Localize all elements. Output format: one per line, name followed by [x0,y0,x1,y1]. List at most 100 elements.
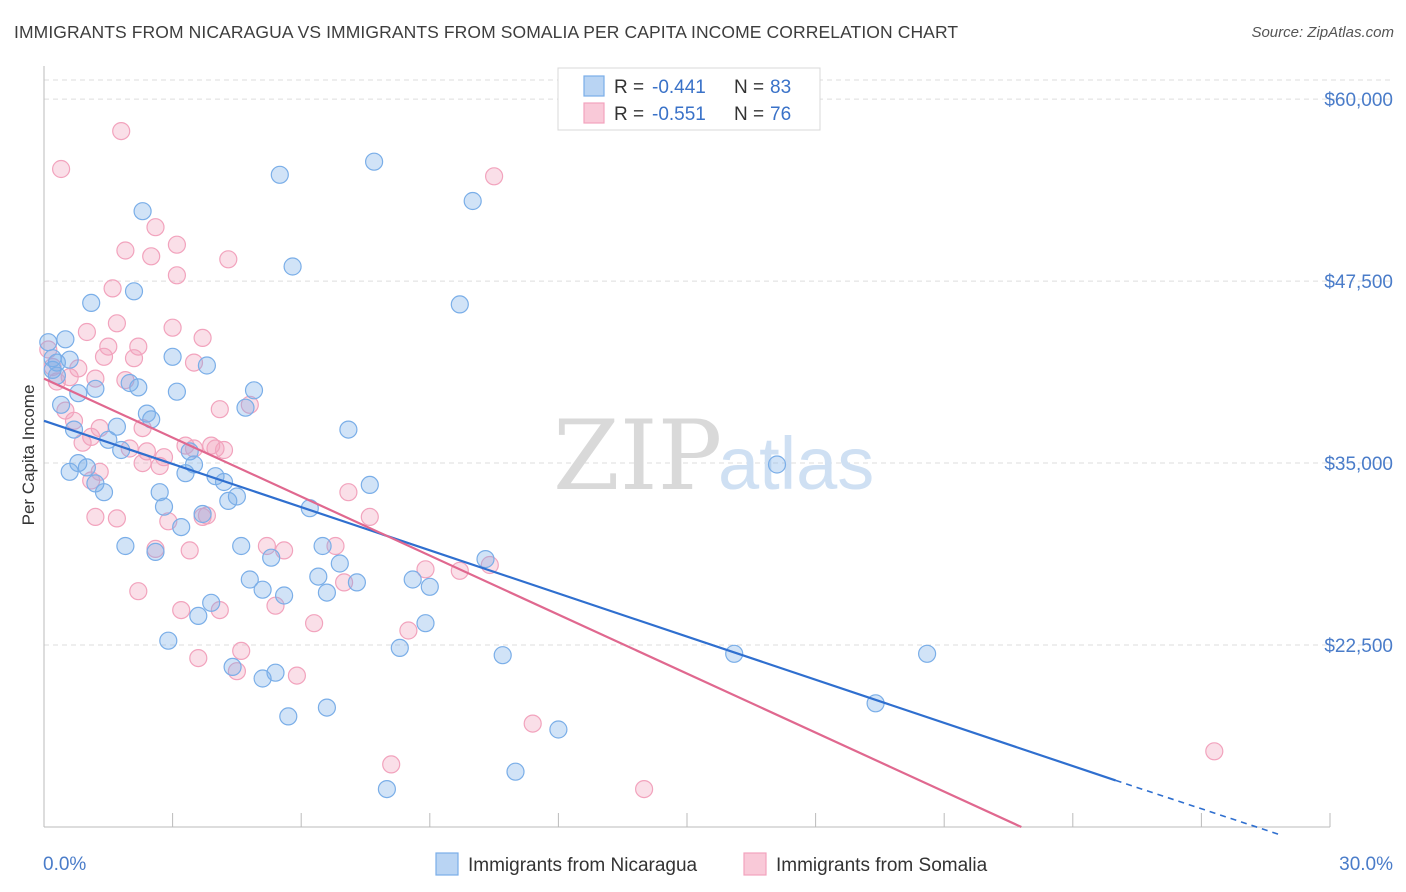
somalia-point-37 [163,318,182,337]
somalia-point-26 [129,337,148,356]
legend-bottom-label-somalia: Immigrants from Somalia [776,855,988,876]
chart-title: IMMIGRANTS FROM NICARAGUA VS IMMIGRANTS … [14,22,959,42]
y-tick-label-0: $22,500 [1324,636,1393,657]
nicaragua-point-57 [283,257,302,276]
somalia-point-9 [77,322,97,342]
nicaragua-point-56 [270,165,289,184]
nicaragua-point-28 [150,483,169,502]
somalia-point-19 [107,314,127,333]
nicaragua-point-71 [416,614,435,633]
nicaragua-point-23 [129,378,148,397]
nicaragua-point-82 [917,644,937,663]
nicaragua-point-24 [133,202,152,221]
somalia-point-53 [214,440,234,460]
somalia-point-47 [193,328,212,347]
legend-series: Immigrants from Nicaragua Immigrants fro… [435,852,988,876]
somalia-point-38 [167,235,186,254]
somalia-point-73 [523,714,542,733]
nicaragua-point-66 [360,475,379,494]
nicaragua-point-67 [365,152,384,171]
y-axis-label: Per Capita Income [19,385,38,526]
legend-n-value-1: 83 [770,77,791,98]
legend-stats: R = -0.441 N = 83 R = -0.551 N = 76 [557,67,821,131]
somalia-point-56 [232,641,251,661]
legend-bottom-label-nicaragua: Immigrants from Nicaragua [468,855,698,876]
nicaragua-point-45 [227,487,246,506]
y-tick-label-2: $47,500 [1324,272,1393,293]
nicaragua-point-20 [116,536,135,556]
nicaragua-point-63 [330,554,349,573]
nicaragua-point-38 [193,504,212,524]
legend-r-value-1: -0.441 [652,77,706,98]
nicaragua-point-80 [767,455,787,474]
somalia-point-12 [86,369,105,388]
nicaragua-point-43 [219,491,238,510]
trend-line-somalia [43,377,1022,828]
nicaragua-point-46 [232,536,251,556]
nicaragua-point-78 [549,720,568,739]
nicaragua-point-22 [124,282,144,301]
somalia-point-18 [103,279,122,298]
nicaragua-point-0 [39,333,58,352]
somalia-point-0 [39,340,58,359]
x-tick-label-0: 0.0% [43,854,86,875]
x-tick-label-1: 30.0% [1339,854,1393,875]
nicaragua-point-70 [403,570,422,589]
legend-n-value-2: 76 [770,104,791,125]
nicaragua-point-73 [450,295,469,314]
nicaragua-point-79 [725,644,744,663]
somalia-point-16 [94,347,114,366]
nicaragua-point-33 [172,517,191,537]
nicaragua-point-74 [463,191,482,211]
nicaragua-point-18 [107,417,127,436]
somalia-point-27 [129,582,148,601]
y-tick-label-1: $35,000 [1324,454,1393,475]
legend-n-label-1: N = [734,77,764,98]
somalia-point-69 [416,560,435,579]
trend-line-nicaragua-extension [1115,779,1279,836]
nicaragua-point-44 [223,657,242,677]
somalia-point-72 [485,167,504,186]
nicaragua-point-10 [69,454,88,473]
nicaragua-point-29 [154,497,174,516]
somalia-point-63 [326,536,345,556]
somalia-point-75 [1205,742,1224,761]
nicaragua-point-30 [159,631,178,650]
nicaragua-point-12 [77,458,97,477]
legend-n-label-2: N = [734,104,764,125]
nicaragua-point-77 [506,762,525,781]
somalia-point-39 [167,266,186,285]
y-tick-labels: $22,500 $35,000 $47,500 $60,000 [1324,90,1393,657]
nicaragua-point-53 [266,663,285,682]
somalia-point-21 [112,122,131,141]
somalia-point-31 [142,247,161,266]
nicaragua-point-49 [244,381,264,400]
watermark-atlas: atlas [718,422,874,505]
somalia-point-17 [99,337,118,356]
legend-r-label-2: R = [614,104,644,125]
nicaragua-point-14 [86,379,105,398]
nicaragua-point-69 [390,638,409,658]
somalia-point-65 [339,483,358,502]
somalia-point-23 [116,241,135,260]
series-somalia-points [39,122,1224,799]
series-nicaragua-points [39,152,937,799]
watermark-zip: ZIP [553,400,722,512]
somalia-point-61 [287,666,306,685]
somalia-point-32 [146,218,165,237]
somalia-point-45 [189,648,208,668]
nicaragua-point-68 [377,779,396,799]
somalia-point-3 [51,159,71,179]
nicaragua-point-65 [347,573,366,592]
somalia-point-25 [124,349,144,368]
legend-r-label-1: R = [614,77,644,98]
source-credit: Source: ZipAtlas.com [1251,24,1394,41]
somalia-point-66 [360,507,379,527]
legend-bottom-swatch-nicaragua [435,852,459,876]
somalia-point-40 [172,600,191,620]
gridlines [44,79,1394,646]
nicaragua-point-32 [167,382,186,401]
nicaragua-point-61 [317,583,336,602]
legend-bottom-swatch-somalia [743,852,767,876]
